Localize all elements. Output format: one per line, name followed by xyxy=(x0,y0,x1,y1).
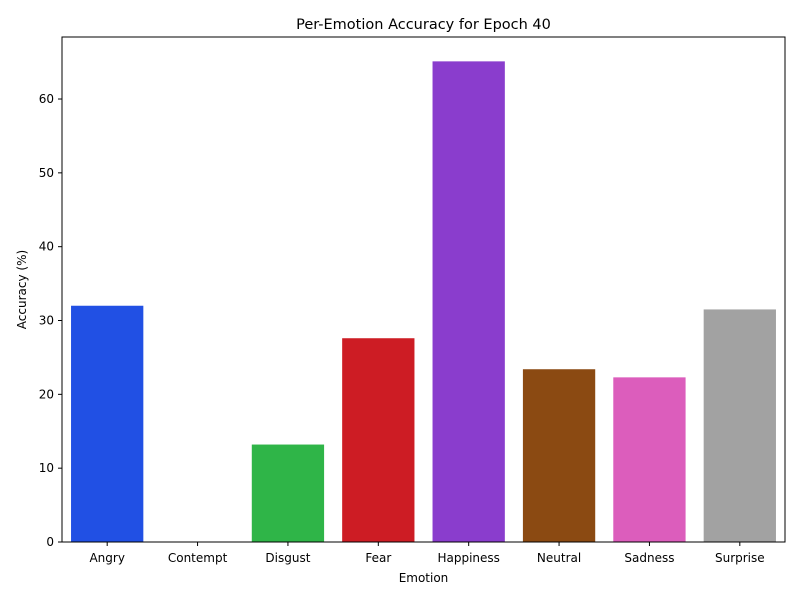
chart-title: Per-Emotion Accuracy for Epoch 40 xyxy=(296,17,551,33)
x-ticks-group: Angry Contempt Disgust Fear Happiness Neutral… xyxy=(89,542,765,565)
bar-angry xyxy=(71,305,144,542)
y-axis-label: Accuracy (%) xyxy=(15,250,29,329)
x-tick-label: Happiness xyxy=(437,551,499,565)
bar-surprise xyxy=(703,309,776,542)
y-tick-label: 40 xyxy=(39,240,54,254)
bar-neutral xyxy=(522,369,596,542)
bar-fear xyxy=(342,338,415,542)
y-tick-label: 50 xyxy=(39,166,54,180)
x-tick-label: Sadness xyxy=(624,551,674,565)
y-tick-label: 10 xyxy=(39,461,54,475)
bars-group xyxy=(71,61,776,542)
y-ticks-group: 0 10 20 30 40 50 60 xyxy=(39,92,62,549)
bar-happiness xyxy=(432,61,505,542)
y-tick-label: 60 xyxy=(39,92,54,106)
y-tick-label: 20 xyxy=(39,387,54,401)
y-tick-label: 30 xyxy=(39,314,54,328)
y-tick-label: 0 xyxy=(46,535,54,549)
x-tick-label: Contempt xyxy=(168,551,228,565)
x-tick-label: Neutral xyxy=(537,551,581,565)
bar-sadness xyxy=(613,377,686,542)
x-tick-label: Angry xyxy=(89,551,124,565)
x-tick-label: Fear xyxy=(365,551,391,565)
x-axis-label: Emotion xyxy=(399,571,449,585)
x-tick-label: Surprise xyxy=(715,551,765,565)
x-tick-label: Disgust xyxy=(265,551,310,565)
bar-disgust xyxy=(251,444,325,542)
axes-frame xyxy=(61,36,786,543)
